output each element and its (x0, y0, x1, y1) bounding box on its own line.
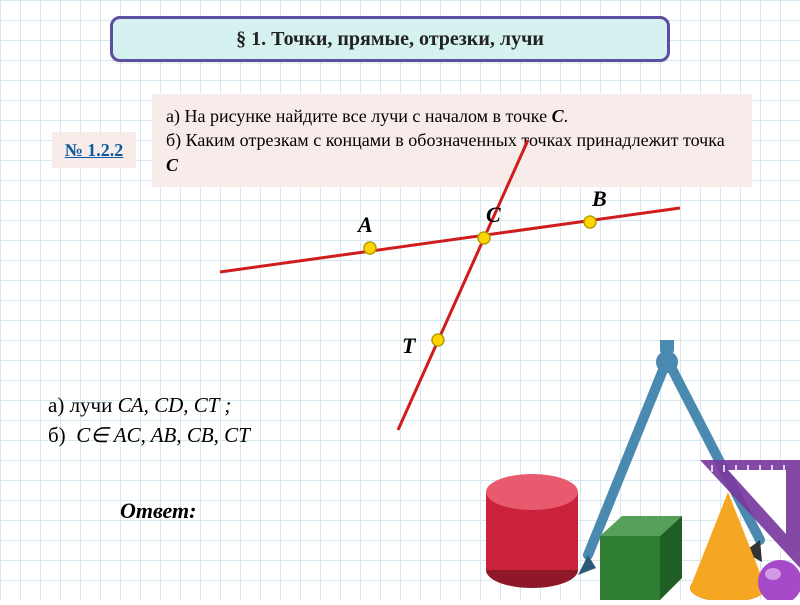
point-c (478, 232, 490, 244)
cube-icon (600, 516, 682, 600)
problem-line-a: а) На рисунке найдите все лучи с началом… (166, 106, 547, 126)
decorative-shapes (460, 340, 800, 600)
answer-a-prefix: а) лучи (48, 393, 112, 417)
label-a: A (358, 212, 373, 238)
section-title-text: § 1. Точки, прямые, отрезки, лучи (236, 28, 544, 51)
answers-block: а) лучи СА, СD, CT ; б) С∈ AC, AB, CB, C… (48, 390, 250, 451)
answer-a-value: СА, СD, CT ; (118, 393, 232, 417)
answer-label: Ответ: (120, 498, 196, 524)
ball-icon (758, 560, 800, 600)
problem-number-box: № 1.2.2 (52, 132, 136, 168)
label-t: T (402, 333, 415, 359)
problem-point-c1: С (552, 106, 564, 126)
line-ab (220, 208, 680, 272)
point-a (364, 242, 376, 254)
section-title: § 1. Точки, прямые, отрезки, лучи (110, 16, 670, 62)
problem-number-link[interactable]: № 1.2.2 (65, 140, 124, 161)
problem-point-c2: С (166, 155, 178, 175)
answer-b-value: С∈ AC, AB, CB, CT (76, 423, 250, 447)
problem-text: а) На рисунке найдите все лучи с началом… (152, 94, 752, 187)
point-t (432, 334, 444, 346)
point-b (584, 216, 596, 228)
cylinder-icon (486, 474, 578, 588)
label-c: C (486, 202, 501, 228)
label-b: B (592, 186, 607, 212)
problem-line-b: б) Каким отрезкам с концами в обозначенн… (166, 130, 725, 150)
answer-b-prefix: б) (48, 423, 66, 447)
problem-line-a-end: . (564, 106, 569, 126)
